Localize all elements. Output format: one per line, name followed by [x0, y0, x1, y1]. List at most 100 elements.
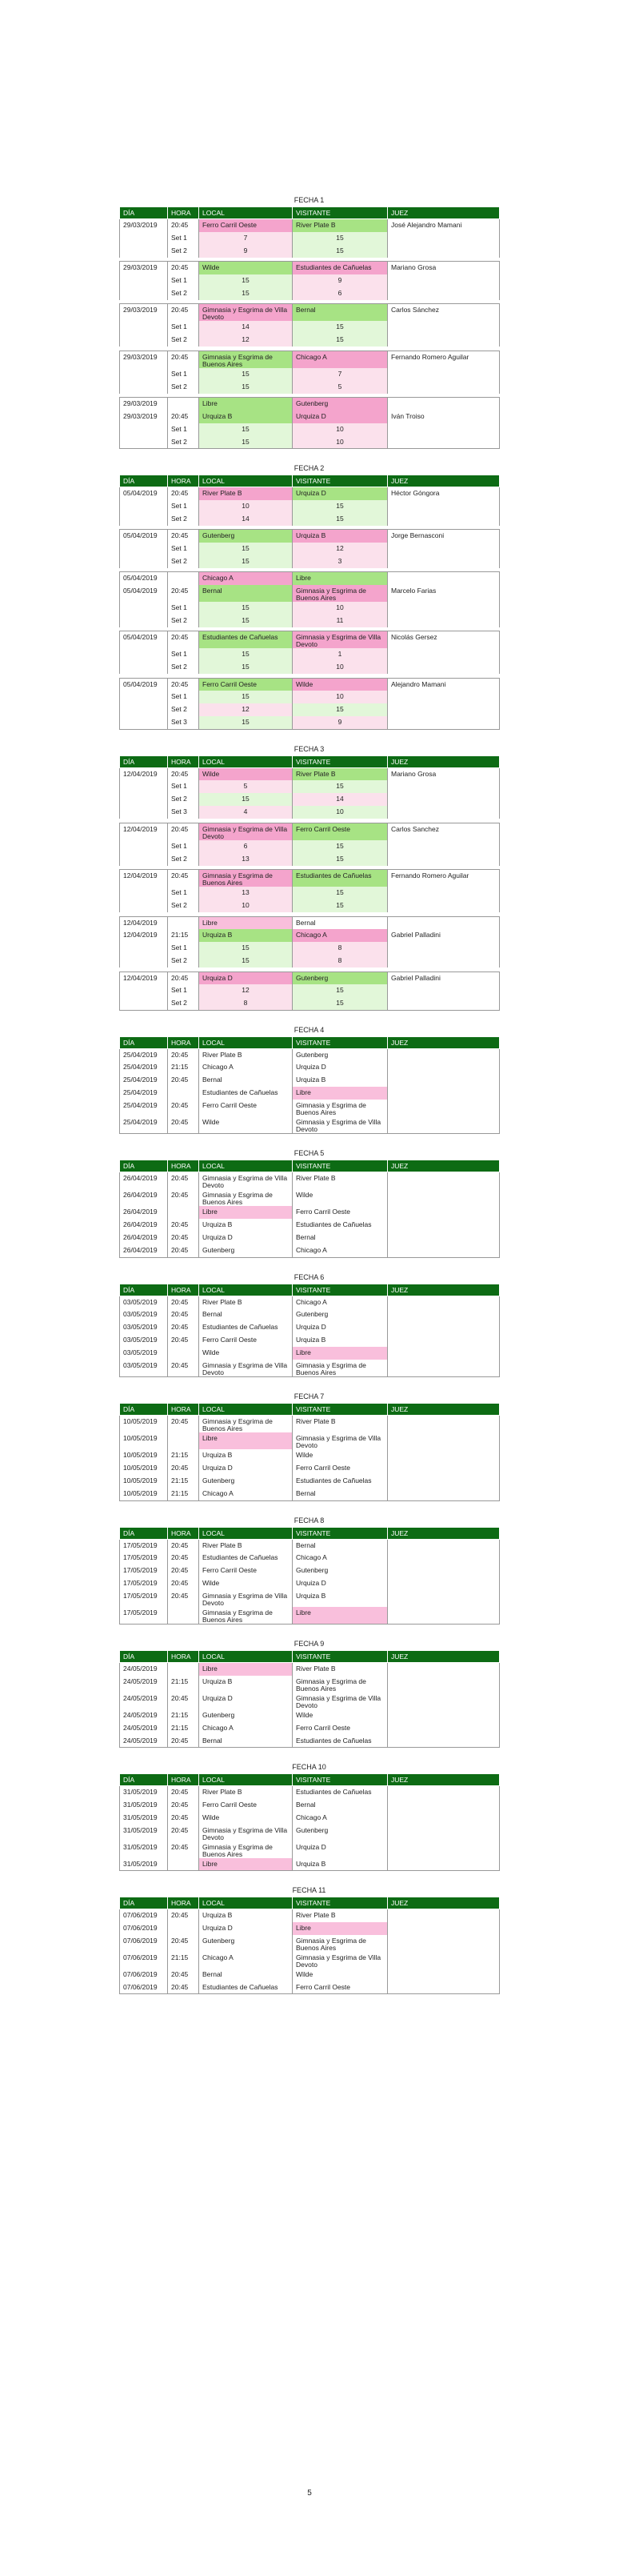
- cell-local: 15: [198, 793, 293, 806]
- table-row: 03/05/2019 20:45 Bernal Gutenberg: [119, 1308, 500, 1321]
- cell-dia: [119, 321, 168, 334]
- cell-dia: 29/03/2019: [119, 350, 168, 368]
- cell-dia: [119, 435, 168, 449]
- column-header: HORA: [167, 1773, 199, 1786]
- cell-visitante: Estudiantes de Cañuelas: [292, 1475, 388, 1488]
- cell-local: 15: [198, 648, 293, 661]
- cell-local: Ferro Carril Oeste: [198, 1564, 293, 1577]
- cell-juez: [387, 1100, 500, 1116]
- cell-local: Estudiantes de Cañuelas: [198, 1087, 293, 1100]
- header-row: DÍA HORA LOCAL VISITANTE JUEZ: [119, 1526, 500, 1540]
- cell-dia: 03/05/2019: [119, 1321, 168, 1334]
- cell-juez: [387, 1488, 500, 1500]
- column-header: VISITANTE: [292, 1773, 388, 1786]
- table-row: Set 2 15 14: [119, 793, 500, 806]
- cell-visitante: Bernal: [292, 303, 388, 321]
- column-header: VISITANTE: [292, 206, 388, 219]
- column-header: HORA: [167, 1526, 199, 1540]
- cell-local: Gimnasia y Esgrima de Villa Devoto: [198, 303, 293, 321]
- table-row: Set 2 15 10: [119, 435, 500, 449]
- cell-visitante: Bernal: [292, 1538, 388, 1552]
- cell-juez: [387, 661, 500, 674]
- cell-dia: 31/05/2019: [119, 1811, 168, 1825]
- cell-dia: [119, 614, 168, 627]
- cell-dia: 05/04/2019: [119, 487, 168, 500]
- cell-local: 15: [198, 716, 293, 729]
- cell-visitante: 10: [292, 661, 388, 674]
- header-row: DÍA HORA LOCAL VISITANTE JUEZ: [119, 1283, 500, 1296]
- table-row: 26/04/2019 20:45 Gimnasia y Esgrima de Bue…: [119, 1189, 500, 1206]
- fixture-table: DÍA HORA LOCAL VISITANTE JUEZ 10/05/2019 20:45…: [119, 1403, 500, 1501]
- cell-hora: 21:15: [167, 929, 199, 942]
- column-header: VISITANTE: [292, 1403, 388, 1416]
- cell-dia: [119, 955, 168, 968]
- cell-juez: [387, 1811, 500, 1825]
- cell-local: River Plate B: [198, 1295, 293, 1308]
- table-row: 31/05/2019 20:45 River Plate B Estudiantes …: [119, 1785, 500, 1799]
- cell-hora: 20:45: [167, 1074, 199, 1087]
- column-header: HORA: [167, 1160, 199, 1172]
- cell-juez: Carlos Sánchez: [387, 303, 500, 321]
- cell-hora: 20:45: [167, 1841, 199, 1858]
- column-header: LOCAL: [198, 755, 293, 768]
- cell-juez: [387, 1921, 500, 1935]
- cell-hora: 20:45: [167, 487, 199, 500]
- cell-hora: 20:45: [167, 1295, 199, 1308]
- table-row: Set 2 14 15: [119, 512, 500, 526]
- cell-dia: 31/05/2019: [119, 1798, 168, 1812]
- cell-hora: 20:45: [167, 767, 199, 780]
- cell-dia: [119, 997, 168, 1010]
- cell-hora: 21:15: [167, 1449, 199, 1462]
- cell-hora: 20:45: [167, 1798, 199, 1812]
- table-row: 25/04/2019 20:45 Ferro Carril Oeste Gimnasi…: [119, 1100, 500, 1116]
- table-row: 05/04/2019 20:45 River Plate B Urquiza D Héc…: [119, 487, 500, 500]
- fixture-table: DÍA HORA LOCAL VISITANTE JUEZ 12/04/2019 20:45…: [119, 755, 500, 1011]
- cell-dia: [119, 899, 168, 912]
- cell-juez: [387, 571, 500, 585]
- cell-dia: 24/05/2019: [119, 1734, 168, 1748]
- cell-hora: Set 1: [167, 274, 199, 287]
- cell-dia: 10/05/2019: [119, 1475, 168, 1488]
- cell-hora: 20:45: [167, 1321, 199, 1334]
- cell-juez: [387, 435, 500, 449]
- cell-juez: [387, 1675, 500, 1693]
- column-header: LOCAL: [198, 206, 293, 219]
- cell-visitante: 10: [292, 691, 388, 703]
- table-row: 24/05/2019 Libre River Plate B: [119, 1662, 500, 1676]
- cell-juez: [387, 648, 500, 661]
- cell-juez: [387, 286, 500, 300]
- cell-juez: [387, 915, 500, 929]
- cell-dia: 10/05/2019: [119, 1449, 168, 1462]
- cell-dia: 05/04/2019: [119, 631, 168, 648]
- cell-juez: [387, 1798, 500, 1812]
- table-row: 17/05/2019 20:45 Gimnasia y Esgrima de Vil…: [119, 1590, 500, 1607]
- cell-local: Gimnasia y Esgrima de Buenos Aires: [198, 869, 293, 887]
- cell-dia: 25/04/2019: [119, 1061, 168, 1074]
- table-row: Set 1 10 15: [119, 499, 500, 513]
- cell-visitante: Wilde: [292, 1968, 388, 1981]
- cell-dia: 31/05/2019: [119, 1841, 168, 1858]
- cell-dia: 24/05/2019: [119, 1721, 168, 1735]
- table-row: 26/04/2019 20:45 Urquiza B Estudiantes de C…: [119, 1219, 500, 1232]
- cell-hora: 20:45: [167, 869, 199, 887]
- cell-dia: 07/06/2019: [119, 1909, 168, 1922]
- cell-juez: [387, 1721, 500, 1735]
- page-number: 5: [307, 2489, 312, 2498]
- table-row: 26/04/2019 20:45 Urquiza D Bernal: [119, 1232, 500, 1244]
- column-header: VISITANTE: [292, 1283, 388, 1296]
- table-row: 25/04/2019 20:45 Wilde Gimnasia y Esgrima d…: [119, 1116, 500, 1134]
- cell-visitante: Urquiza D: [292, 1061, 388, 1074]
- cell-juez: [387, 1074, 500, 1087]
- cell-hora: [167, 397, 199, 411]
- cell-dia: 12/04/2019: [119, 929, 168, 942]
- cell-visitante: Gimnasia y Esgrima de Villa Devoto: [292, 1116, 388, 1134]
- cell-local: 6: [198, 839, 293, 853]
- table-row: 10/05/2019 21:15 Gutenberg Estudiantes de C…: [119, 1475, 500, 1488]
- fixture-document: FECHA 1 DÍA HORA LOCAL VISITANTE JUEZ 29/03/20…: [119, 195, 500, 2009]
- column-header: HORA: [167, 1036, 199, 1049]
- cell-juez: [387, 716, 500, 729]
- cell-juez: [387, 1577, 500, 1590]
- cell-local: Wilde: [198, 1347, 293, 1360]
- header-row: DÍA HORA LOCAL VISITANTE JUEZ: [119, 1897, 500, 1909]
- column-header: LOCAL: [198, 1160, 293, 1172]
